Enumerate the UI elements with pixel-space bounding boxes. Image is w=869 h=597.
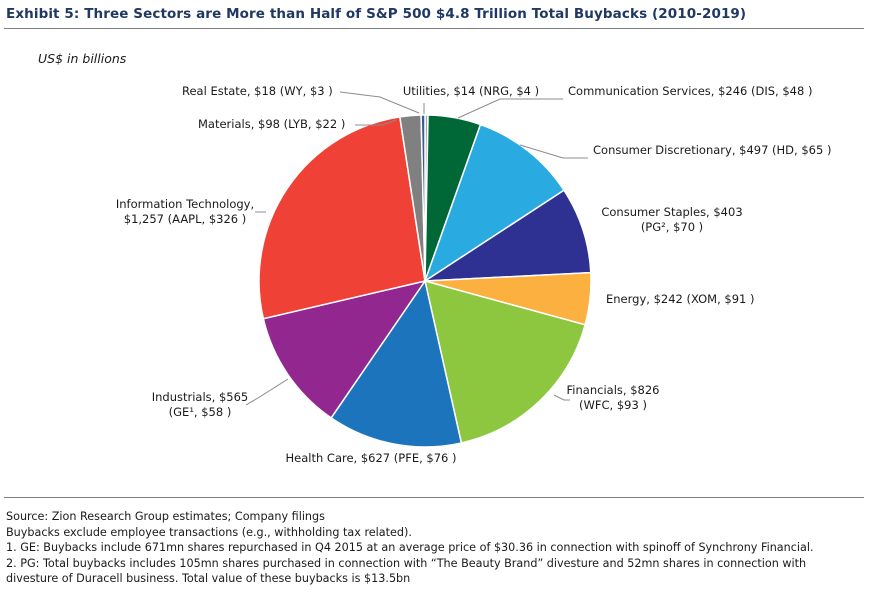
exclusion-note: Buybacks exclude employee transactions (…: [6, 525, 412, 539]
pie-chart: Utilities, $14 (NRG, $4 ) Communication S…: [116, 84, 832, 465]
footer-divider: [4, 497, 864, 498]
leader-line-communication-services: [457, 98, 563, 119]
slice-label-materials: Materials, $98 (LYB, $22 ): [198, 117, 345, 131]
leader-line-materials: [355, 119, 397, 126]
slice-label-industrials: Industrials, $565 (GE¹, $58 ): [152, 390, 249, 419]
pie-slice-consumer-staples: [422, 189, 592, 282]
chart-title: Exhibit 5: Three Sectors are More than H…: [6, 6, 747, 22]
slice-label-consumer-staples: Consumer Staples, $403 (PG², $70 ): [601, 205, 742, 234]
leader-line-industrials: [245, 378, 289, 406]
source-note: Source: Zion Research Group estimates; C…: [6, 510, 325, 523]
slice-label-financials: Financials, $826 (WFC, $93 ): [567, 383, 660, 412]
pie-slice-consumer-discretionary: [423, 123, 566, 283]
slice-label-consumer-discretionary: Consumer Discretionary, $497 (HD, $65 ): [593, 143, 831, 157]
pie-slice-real-estate: [420, 114, 426, 282]
title-divider: [4, 28, 864, 29]
footnotes: Source: Zion Research Group estimates; C…: [6, 509, 814, 587]
pie-slice-health-care: [330, 279, 463, 448]
units-label: US$ in billions: [38, 51, 127, 66]
slice-label-communication-services: Communication Services, $246 (DIS, $48 ): [568, 84, 812, 98]
slice-label-health-care: Health Care, $627 (PFE, $76 ): [286, 451, 457, 465]
slice-label-information-technology: Information Technology, $1,257 (AAPL, $32…: [116, 197, 254, 226]
slice-label-utilities: Utilities, $14 (NRG, $4 ): [403, 84, 539, 98]
footnote-1: 1. GE: Buybacks include 671mn shares rep…: [6, 541, 814, 555]
footnote-2-line-2: divesture of Duracell business. Total va…: [6, 572, 411, 586]
slice-label-real-estate: Real Estate, $18 (WY, $3 ): [182, 84, 333, 98]
leader-line-consumer-discretionary: [519, 144, 588, 159]
leader-line-financials: [553, 394, 570, 401]
slice-label-energy: Energy, $242 (XOM, $91 ): [606, 292, 755, 306]
pie-slice-industrials: [262, 279, 427, 419]
leader-line-real-estate: [339, 91, 420, 114]
pie-slice-financials: [423, 279, 587, 444]
footnote-2-line-1: 2. PG: Total buybacks includes 105mn sha…: [6, 556, 807, 570]
